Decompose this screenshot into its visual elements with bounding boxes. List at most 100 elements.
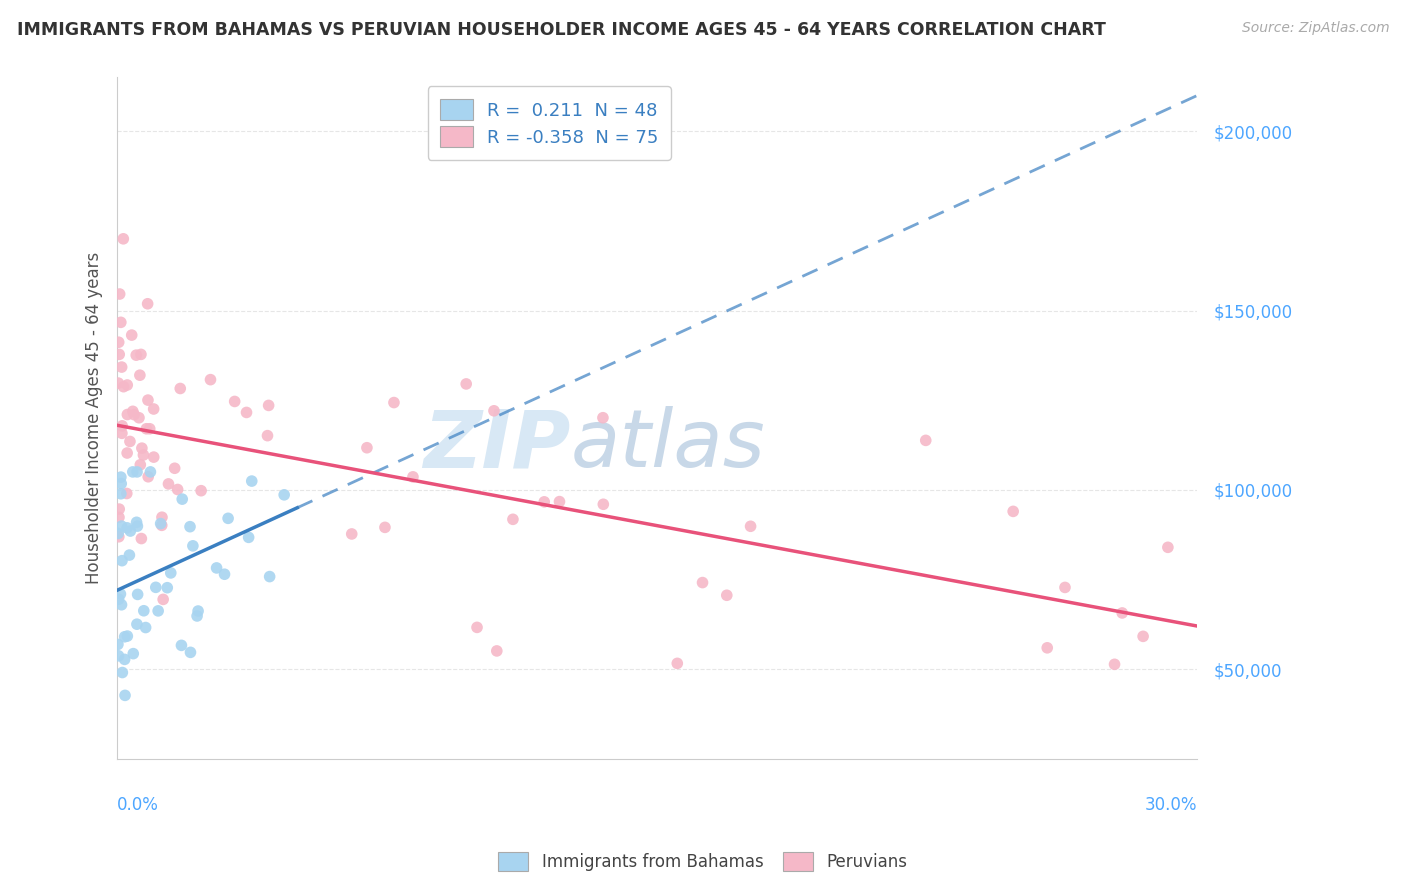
Point [482,404,505,418]
Point [110,598,132,612]
Point [108,502,131,516]
Point [108,510,131,524]
Y-axis label: Householder Income Ages 45 - 64 years: Householder Income Ages 45 - 64 years [86,252,103,584]
Point [257,398,280,412]
Point [135,422,157,436]
Point [127,587,149,601]
Point [122,647,145,661]
Point [340,527,363,541]
Point [110,587,132,601]
Point [149,516,172,531]
Point [214,567,236,582]
Point [402,470,425,484]
Point [273,488,295,502]
Point [122,408,145,422]
Point [456,376,478,391]
Point [256,428,278,442]
Point [1036,640,1059,655]
Point [114,652,136,666]
Point [170,639,193,653]
Point [107,637,129,651]
Point [132,448,155,462]
Point [156,581,179,595]
Point [112,380,135,394]
Point [382,395,405,409]
Point [108,347,131,361]
Point [128,368,150,383]
Point [142,402,165,417]
Point [107,648,129,663]
Point [117,378,139,392]
Point [121,404,143,418]
Point [163,461,186,475]
Point [172,492,194,507]
Point [179,645,201,659]
Point [166,483,188,497]
Point [716,588,738,602]
Point [1002,504,1025,518]
Point [533,495,555,509]
Point [356,441,378,455]
Point [127,519,149,533]
Point [129,458,152,472]
Point [111,426,134,441]
Point [235,405,257,419]
Point [110,487,132,501]
Point [240,474,263,488]
Point [465,620,488,634]
Point [118,434,141,449]
Point [111,665,134,680]
Point [200,373,222,387]
Text: IMMIGRANTS FROM BAHAMAS VS PERUVIAN HOUSEHOLDER INCOME AGES 45 - 64 YEARS CORREL: IMMIGRANTS FROM BAHAMAS VS PERUVIAN HOUS… [17,21,1105,38]
Point [132,604,155,618]
Point [136,393,159,408]
Point [110,315,132,329]
Point [135,621,157,635]
Point [129,347,152,361]
Point [125,516,148,530]
Point [125,617,148,632]
Point [150,510,173,524]
Point [125,465,148,479]
Point [107,592,129,607]
Point [108,530,131,544]
Text: ZIP: ZIP [423,407,571,484]
Point [115,521,138,535]
Point [592,410,614,425]
Point [108,287,131,301]
Text: Source: ZipAtlas.com: Source: ZipAtlas.com [1241,21,1389,35]
Point [1053,581,1076,595]
Point [159,566,181,580]
Point [186,609,208,624]
Point [548,494,571,508]
Point [111,418,134,433]
Point [169,382,191,396]
Point [592,497,614,511]
Legend: Immigrants from Bahamas, Peruvians: Immigrants from Bahamas, Peruvians [489,843,917,880]
Point [107,376,129,390]
Point [152,592,174,607]
Point [121,328,143,343]
Point [692,575,714,590]
Point [485,644,508,658]
Point [131,441,153,455]
Point [131,532,153,546]
Point [1132,629,1154,643]
Point [187,604,209,618]
Point [138,422,160,436]
Point [259,569,281,583]
Point [125,348,148,362]
Point [110,519,132,533]
Point [740,519,762,533]
Point [181,539,204,553]
Point [666,657,689,671]
Point [139,465,162,479]
Point [1111,606,1133,620]
Point [115,446,138,460]
Point [217,511,239,525]
Point [118,548,141,562]
Point [117,629,139,643]
Point [914,434,936,448]
Point [142,450,165,464]
Point [121,465,143,479]
